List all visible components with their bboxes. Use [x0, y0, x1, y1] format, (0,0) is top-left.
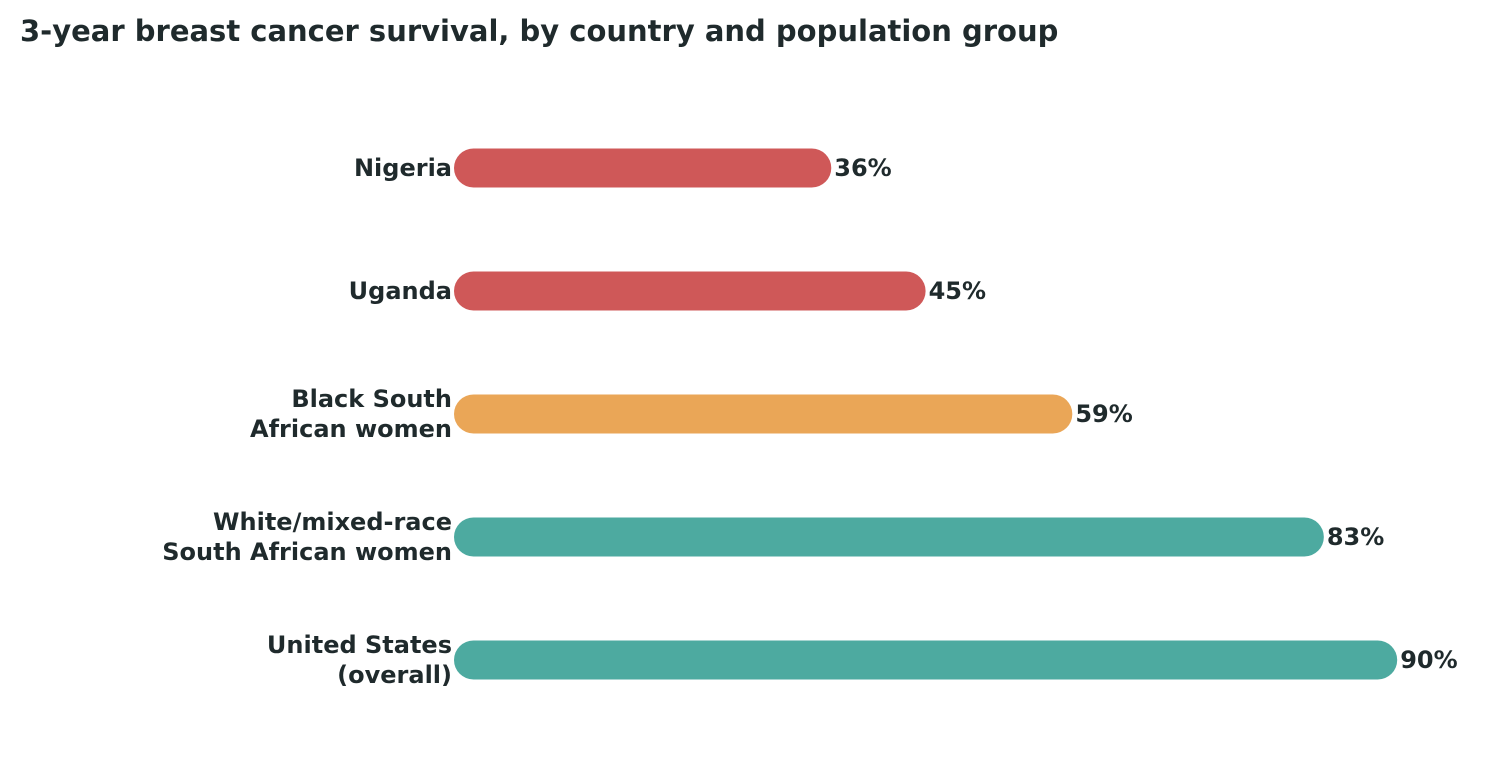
bars-layer [454, 148, 1398, 680]
bar-4 [454, 640, 1398, 680]
value-label-4: 90% [1400, 646, 1457, 674]
value-label-2: 59% [1075, 400, 1132, 428]
value-label-0: 36% [834, 154, 891, 182]
bar-3 [454, 517, 1324, 557]
category-label-4: United States (overall) [267, 631, 452, 689]
category-label-1: Uganda [349, 277, 452, 305]
bar-0 [454, 148, 832, 188]
category-label-2: Black South African women [250, 385, 452, 443]
category-label-3: White/mixed-race South African women [162, 508, 452, 566]
labels-layer: 36% Nigeria 45% Uganda 59% Black South African… [162, 154, 1457, 689]
chart-title: 3-year breast cancer survival, by countr… [20, 14, 1059, 48]
value-label-3: 83% [1327, 523, 1384, 551]
bar-2 [454, 394, 1073, 434]
value-label-1: 45% [929, 277, 986, 305]
category-label-0: Nigeria [354, 154, 452, 182]
bar-1 [454, 271, 926, 311]
